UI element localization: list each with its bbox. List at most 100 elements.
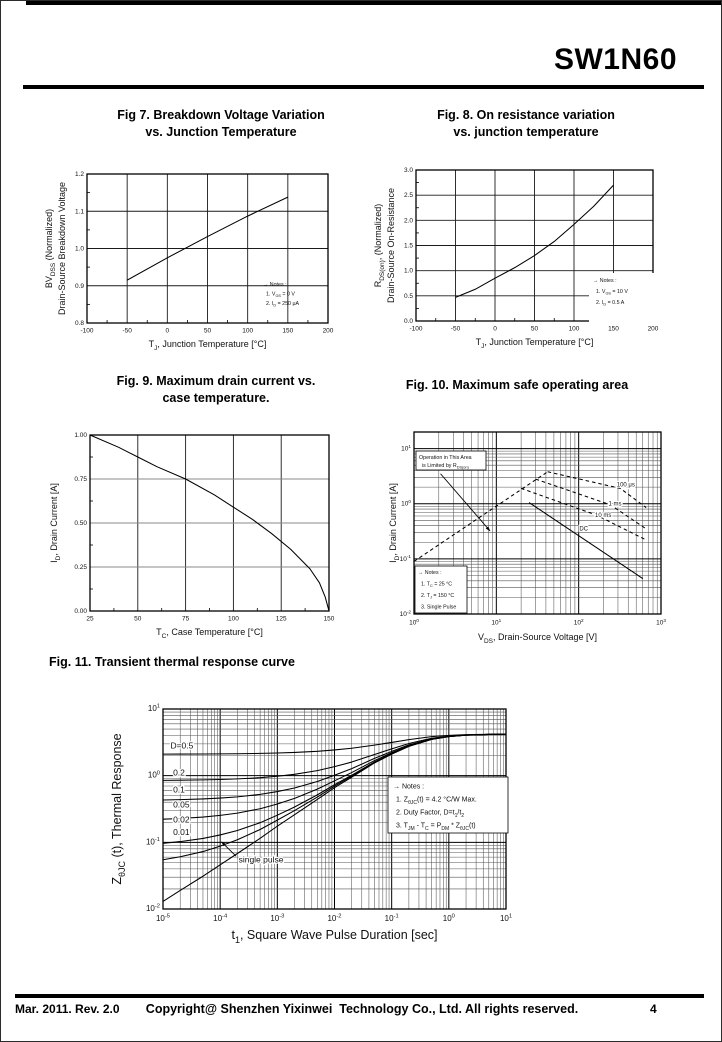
svg-text:-50: -50 <box>122 328 132 335</box>
footer-rule <box>15 994 704 998</box>
svg-text:ID, Drain Current [A]: ID, Drain Current [A] <box>388 483 401 563</box>
fig11-caption-line1: Fig. 11. Transient thermal response curv… <box>49 655 295 669</box>
svg-text:D=0.5: D=0.5 <box>170 741 193 751</box>
svg-text:0.5: 0.5 <box>404 293 413 300</box>
fig11-caption: Fig. 11. Transient thermal response curv… <box>49 654 479 671</box>
fig7-caption: Fig 7. Breakdown Voltage Variation vs. J… <box>56 107 386 141</box>
svg-text:2. ID = 250 μA: 2. ID = 250 μA <box>266 301 300 308</box>
svg-text:VDS, Drain-Source Voltage [V]: VDS, Drain-Source Voltage [V] <box>478 632 597 645</box>
svg-text:10-2: 10-2 <box>327 914 341 923</box>
svg-text:10-1: 10-1 <box>146 837 160 846</box>
fig7-chart: -100 -50 0 50 100 150 200 0.8 0.9 1.0 1.1 1.2 TJ, Ju… <box>44 171 334 352</box>
svg-text:→ Notes :: → Notes : <box>593 278 617 284</box>
svg-text:BVDSS (Normalized): BVDSS (Normalized) <box>44 209 57 288</box>
fig8-caption-line1: Fig. 8. On resistance variation <box>437 108 615 122</box>
svg-text:2.5: 2.5 <box>404 192 413 199</box>
svg-text:1.5: 1.5 <box>404 243 413 250</box>
svg-text:10 ms: 10 ms <box>595 513 611 519</box>
svg-text:50: 50 <box>204 328 212 335</box>
svg-text:→ Notes :: → Notes : <box>263 282 287 288</box>
fig10-caption: Fig. 10. Maximum safe operating area <box>357 377 677 394</box>
svg-text:0.02: 0.02 <box>173 814 190 824</box>
svg-text:0.0: 0.0 <box>404 318 413 325</box>
fig8-caption: Fig. 8. On resistance variation vs. junc… <box>376 107 676 141</box>
fig9-chart: 25 50 75 100 125 150 0.00 0.25 0.50 0.75 1.00 TC, C… <box>49 432 335 640</box>
svg-text:0.75: 0.75 <box>74 476 87 483</box>
svg-text:single pulse: single pulse <box>239 854 284 864</box>
svg-text:2. TJ = 150 °C: 2. TJ = 150 °C <box>421 593 454 600</box>
fig9-caption: Fig. 9. Maximum drain current vs. case t… <box>56 373 376 407</box>
svg-text:150: 150 <box>282 328 293 335</box>
svg-text:150: 150 <box>608 326 619 333</box>
svg-text:10-2: 10-2 <box>400 609 412 618</box>
page-top-rule <box>26 1 721 5</box>
svg-text:10-5: 10-5 <box>156 914 170 923</box>
svg-text:1.1: 1.1 <box>75 208 84 215</box>
svg-text:50: 50 <box>134 616 142 623</box>
svg-text:Operation in This Area: Operation in This Area <box>419 455 472 461</box>
svg-text:1.00: 1.00 <box>74 432 87 439</box>
svg-text:t1, Square Wave Pulse Duration: t1, Square Wave Pulse Duration [sec] <box>231 928 437 945</box>
svg-text:0.01: 0.01 <box>173 827 190 837</box>
svg-text:125: 125 <box>276 616 287 623</box>
svg-text:Drain-Source Breakdown Voltage: Drain-Source Breakdown Voltage <box>57 182 67 315</box>
svg-text:10-1: 10-1 <box>400 554 412 563</box>
svg-text:ID, Drain Current [A]: ID, Drain Current [A] <box>49 483 62 563</box>
svg-text:100: 100 <box>228 616 239 623</box>
svg-text:TJ, Junction Temperature [°C]: TJ, Junction Temperature [°C] <box>149 339 267 352</box>
svg-text:100: 100 <box>148 770 160 779</box>
svg-text:0.25: 0.25 <box>74 564 87 571</box>
svg-text:1. VGS = 0 V: 1. VGS = 0 V <box>266 292 295 299</box>
svg-text:10-1: 10-1 <box>385 914 399 923</box>
svg-text:0.1: 0.1 <box>173 784 185 794</box>
svg-text:0.8: 0.8 <box>75 320 84 327</box>
svg-text:100: 100 <box>569 326 580 333</box>
svg-text:1. VGS = 10 V: 1. VGS = 10 V <box>596 289 628 296</box>
svg-text:1.2: 1.2 <box>75 171 84 178</box>
svg-text:0: 0 <box>493 326 497 333</box>
svg-text:→ Notes :: → Notes : <box>418 570 442 576</box>
svg-text:3.0: 3.0 <box>404 167 413 174</box>
svg-text:→ Notes :: → Notes : <box>393 784 424 791</box>
svg-text:10-4: 10-4 <box>213 914 228 923</box>
svg-text:TC, Case Temperature [°C]: TC, Case Temperature [°C] <box>156 627 263 640</box>
svg-text:RDS(on), (Normalized): RDS(on), (Normalized) <box>373 204 386 288</box>
svg-text:2. ID = 0.5 A: 2. ID = 0.5 A <box>596 300 625 307</box>
svg-text:1.0: 1.0 <box>75 246 84 253</box>
fig10-caption-line1: Fig. 10. Maximum safe operating area <box>405 378 629 392</box>
fig8-chart: -100 -50 0 50 100 150 200 0.0 0.5 1.0 1.5 2.0 2.5 3.0… <box>373 167 665 350</box>
svg-text:101: 101 <box>401 444 411 453</box>
fig8-caption-line2: vs. junction temperature <box>453 125 599 139</box>
svg-text:TJ, Junction Temperature [°C]: TJ, Junction Temperature [°C] <box>476 337 594 350</box>
footer-copyright: Copyright@ Shenzhen Yixinwei Technology … <box>145 1002 579 1016</box>
svg-text:150: 150 <box>324 616 335 623</box>
fig9-caption-line2: case temperature. <box>162 391 270 405</box>
fig11-chart: 10-5 10-4 10-3 10-2 10-1 100 101 10-2 10-1 100 101… <box>110 704 512 945</box>
svg-text:0.05: 0.05 <box>173 799 190 809</box>
svg-text:100: 100 <box>443 914 455 923</box>
svg-text:is Limited by RDS(on): is Limited by RDS(on) <box>422 463 470 470</box>
svg-text:1.0: 1.0 <box>404 268 413 275</box>
svg-text:2. Duty Factor, D=t1/t2: 2. Duty Factor, D=t1/t2 <box>396 810 464 819</box>
svg-text:Drain-Source On-Resistance: Drain-Source On-Resistance <box>386 188 396 303</box>
svg-text:200: 200 <box>648 326 659 333</box>
svg-text:10-2: 10-2 <box>146 904 160 913</box>
svg-text:0.9: 0.9 <box>75 283 84 290</box>
header-rule <box>23 85 704 89</box>
svg-text:DC: DC <box>579 526 588 532</box>
svg-text:1. ZθJC(t) = 4.2 °C/W Max.: 1. ZθJC(t) = 4.2 °C/W Max. <box>396 796 477 806</box>
svg-text:101: 101 <box>148 704 160 713</box>
svg-text:100 μs: 100 μs <box>617 483 635 489</box>
svg-text:10-3: 10-3 <box>270 914 284 923</box>
svg-text:100: 100 <box>401 499 411 508</box>
svg-text:200: 200 <box>323 328 334 335</box>
svg-text:ZθJC (t), Thermal Response: ZθJC (t), Thermal Response <box>110 733 127 884</box>
svg-text:1 ms: 1 ms <box>608 502 621 508</box>
svg-text:100: 100 <box>409 618 419 627</box>
svg-text:1. TC = 25 °C: 1. TC = 25 °C <box>421 582 452 589</box>
svg-text:100: 100 <box>242 328 253 335</box>
footer-page-number: 4 <box>650 1002 657 1016</box>
svg-text:-50: -50 <box>451 326 461 333</box>
svg-text:0.50: 0.50 <box>74 520 87 527</box>
svg-text:0.2: 0.2 <box>173 768 185 778</box>
